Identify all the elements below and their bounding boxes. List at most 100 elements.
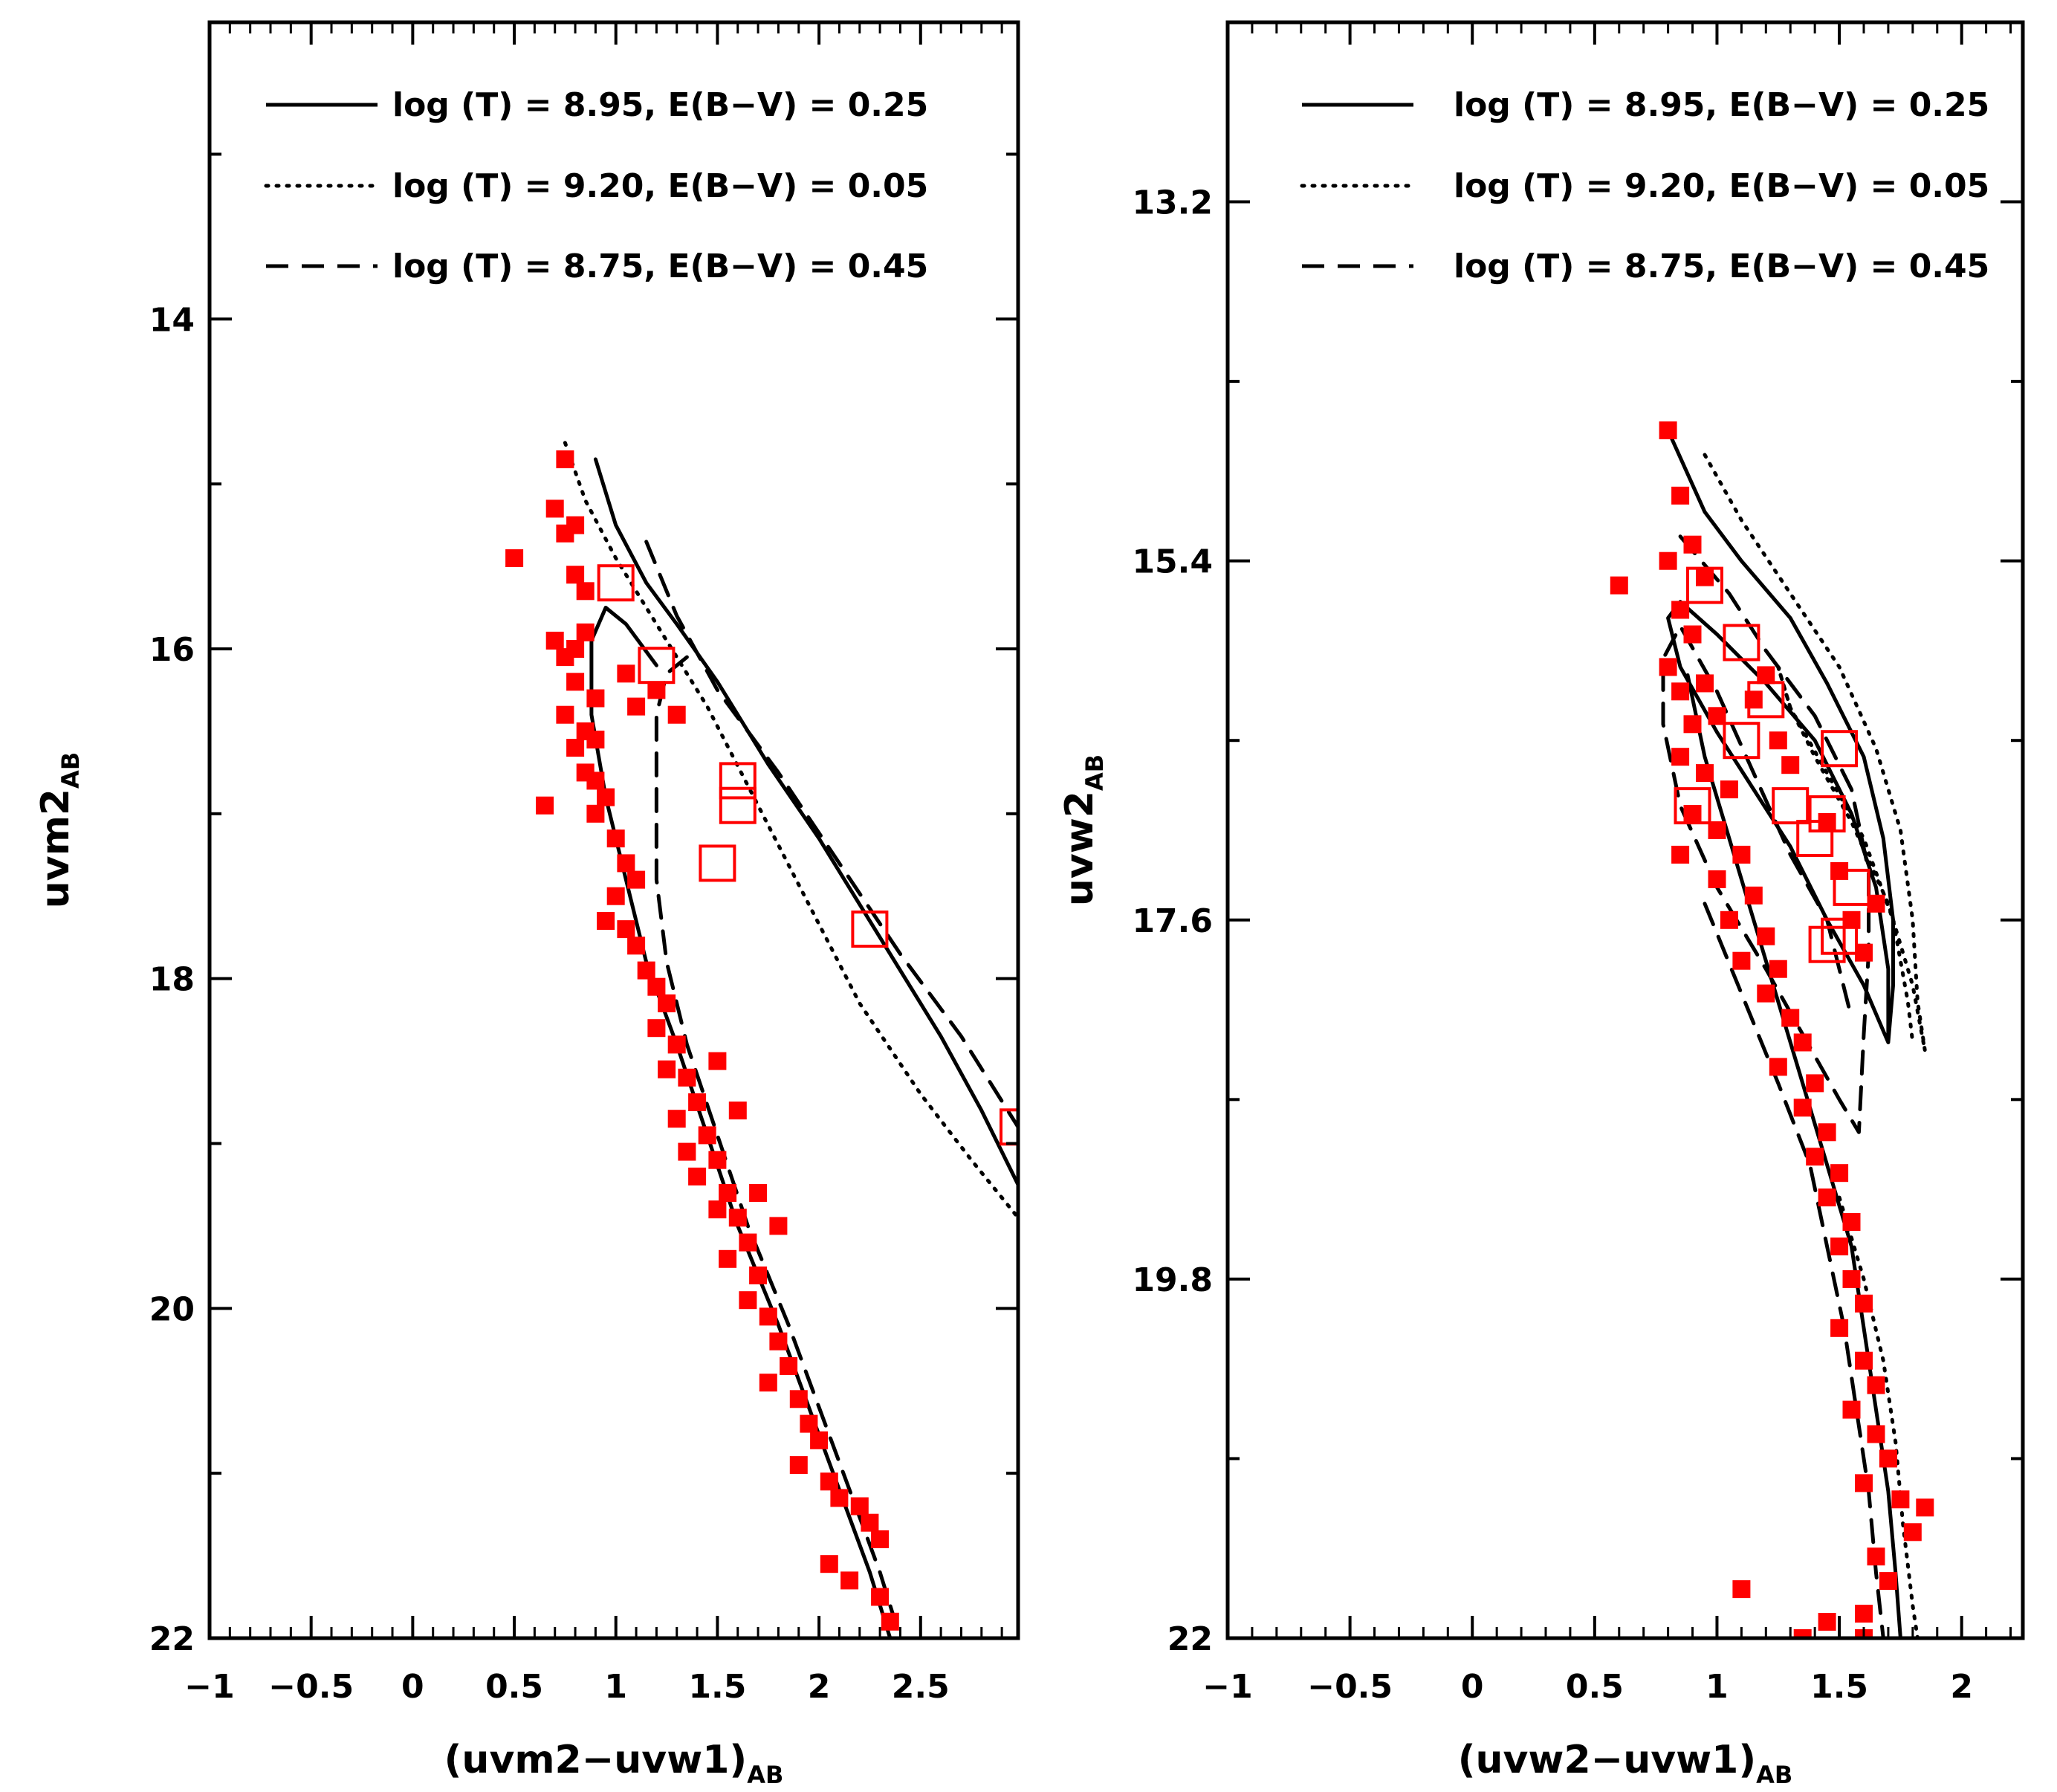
left-open-square-marker-3 xyxy=(719,786,757,824)
left-filled-square-marker-10 xyxy=(576,623,595,641)
right-open-square-marker-11 xyxy=(1808,925,1846,963)
left-filled-square-marker-71 xyxy=(627,697,646,716)
right-filled-square-marker-19 xyxy=(1732,845,1751,864)
left-filled-square-marker-65 xyxy=(881,1612,899,1631)
left-filled-square-marker-1 xyxy=(505,549,524,567)
right-filled-square-marker-51 xyxy=(1879,1572,1897,1591)
left-filled-square-marker-30 xyxy=(647,977,666,996)
left-filled-square-marker-60 xyxy=(861,1513,879,1532)
right-filled-square-marker-31 xyxy=(1793,1099,1812,1117)
left-filled-square-marker-51 xyxy=(780,1357,798,1375)
right-filled-square-marker-8 xyxy=(1659,658,1677,676)
right-filled-square-marker-43 xyxy=(1842,1400,1861,1419)
left-open-square-marker-6 xyxy=(1000,1108,1018,1146)
left-filled-square-marker-16 xyxy=(586,731,605,748)
left-dashed-isochrone-5 xyxy=(644,540,1018,1129)
right-filled-square-marker-38 xyxy=(1842,1269,1861,1288)
right-open-square-marker-9 xyxy=(1821,917,1859,955)
right-filled-square-marker-2 xyxy=(1683,535,1702,554)
left-open-square-marker-5 xyxy=(851,910,889,948)
right-filled-square-marker-0 xyxy=(1659,421,1677,439)
right-x-tick-label: 1.5 xyxy=(1810,1668,1868,1706)
right-open-square-marker-7 xyxy=(1796,820,1834,857)
right-dotted-isochrone-5 xyxy=(1837,1195,1920,1638)
left-x-axis-label: (uvm2−uvw1)AB xyxy=(444,1738,784,1789)
left-open-square-marker-0 xyxy=(597,564,635,602)
right-open-square-marker-3 xyxy=(1723,722,1760,760)
right-filled-square-marker-27 xyxy=(1781,1009,1800,1027)
right-filled-square-marker-57 xyxy=(1769,731,1787,750)
left-filled-square-marker-25 xyxy=(606,887,625,905)
left-filled-square-marker-34 xyxy=(658,1060,676,1078)
left-filled-square-marker-70 xyxy=(617,664,635,683)
right-open-square-marker-10 xyxy=(1674,787,1711,825)
left-filled-square-marker-15 xyxy=(566,739,585,757)
right-plot-frame xyxy=(1225,20,2025,1640)
left-filled-square-marker-36 xyxy=(688,1093,707,1111)
left-y-tick-label: 14 xyxy=(149,301,195,339)
right-filled-square-marker-34 xyxy=(1830,1164,1849,1183)
right-filled-square-marker-15 xyxy=(1720,780,1738,799)
right-open-square-marker-8 xyxy=(1833,868,1870,906)
right-filled-square-marker-52 xyxy=(1732,1580,1751,1599)
right-markers xyxy=(1610,421,1934,1638)
right-ticks: −1 −0.5 0 0.5 1 1.5 2 13.2 15.4 17.6 19.8 22 xyxy=(1132,21,2023,1706)
left-x-tick-label: −1 xyxy=(184,1668,234,1706)
left-filled-square-marker-12 xyxy=(586,689,605,708)
right-x-tick-label: 2 xyxy=(1950,1668,1973,1706)
right-y-tick-label: 19.8 xyxy=(1132,1261,1213,1299)
right-filled-square-marker-25 xyxy=(1769,960,1787,978)
right-x-tick-label: 0.5 xyxy=(1566,1668,1624,1706)
right-solid-isochrone-3 xyxy=(1685,673,1902,1638)
left-x-tick-label: 0.5 xyxy=(485,1668,543,1706)
right-filled-square-marker-44 xyxy=(1867,1425,1885,1443)
left-filled-square-marker-18 xyxy=(586,772,605,790)
left-y-tick-label: 22 xyxy=(149,1620,195,1658)
right-filled-square-marker-39 xyxy=(1855,1294,1873,1313)
right-filled-square-marker-5 xyxy=(1610,576,1628,595)
right-filled-square-marker-11 xyxy=(1683,715,1702,734)
right-filled-square-marker-24 xyxy=(1732,951,1751,970)
left-filled-square-marker-28 xyxy=(627,937,646,955)
left-filled-square-marker-48 xyxy=(739,1291,757,1310)
left-filled-square-marker-50 xyxy=(769,1332,788,1351)
left-x-tick-label: 2 xyxy=(808,1668,831,1706)
left-filled-square-marker-13 xyxy=(556,705,574,724)
left-y-axis-label-main: uvm2 xyxy=(33,789,78,908)
left-filled-square-marker-44 xyxy=(728,1209,747,1227)
right-open-square-marker-1 xyxy=(1723,624,1760,662)
right-filled-square-marker-37 xyxy=(1830,1238,1849,1255)
left-filled-square-marker-24 xyxy=(627,870,646,889)
left-x-axis-label-sub: AB xyxy=(747,1761,783,1789)
right-y-tick-label: 17.6 xyxy=(1132,902,1213,940)
right-open-square-marker-5 xyxy=(1821,730,1859,768)
right-dotted-isochrone-4 xyxy=(1703,453,1927,1052)
left-filled-square-marker-55 xyxy=(810,1431,829,1449)
left-filled-square-marker-47 xyxy=(749,1267,768,1284)
right-filled-square-marker-35 xyxy=(1818,1188,1836,1207)
left-filled-square-marker-26 xyxy=(597,912,615,930)
left-x-axis-label-main: (uvm2−uvw1) xyxy=(444,1738,748,1782)
left-filled-square-marker-20 xyxy=(536,796,554,815)
left-open-square-marker-1 xyxy=(638,647,676,685)
left-filled-square-marker-67 xyxy=(728,1102,747,1120)
left-filled-square-marker-43 xyxy=(708,1200,727,1219)
right-dashed-isochrone-7 xyxy=(1703,902,1885,1638)
left-filled-square-marker-21 xyxy=(586,804,605,823)
right-filled-square-marker-28 xyxy=(1793,1033,1812,1052)
right-filled-square-marker-41 xyxy=(1855,1351,1873,1370)
left-filled-square-marker-72 xyxy=(647,681,666,699)
right-curves xyxy=(1661,428,1927,1638)
right-filled-square-marker-33 xyxy=(1806,1148,1824,1166)
right-dashed-isochrone-6 xyxy=(1661,534,1871,1134)
left-filled-square-marker-37 xyxy=(667,1110,686,1128)
left-filled-square-marker-73 xyxy=(667,705,686,724)
right-filled-square-marker-42 xyxy=(1867,1376,1885,1394)
left-markers xyxy=(505,450,1018,1631)
left-filled-square-marker-31 xyxy=(658,994,676,1012)
left-filled-square-marker-54 xyxy=(800,1414,818,1433)
right-filled-square-marker-1 xyxy=(1671,486,1690,505)
right-filled-square-marker-26 xyxy=(1757,984,1775,1003)
right-filled-square-marker-47 xyxy=(1891,1490,1910,1509)
right-filled-square-marker-32 xyxy=(1818,1123,1836,1142)
